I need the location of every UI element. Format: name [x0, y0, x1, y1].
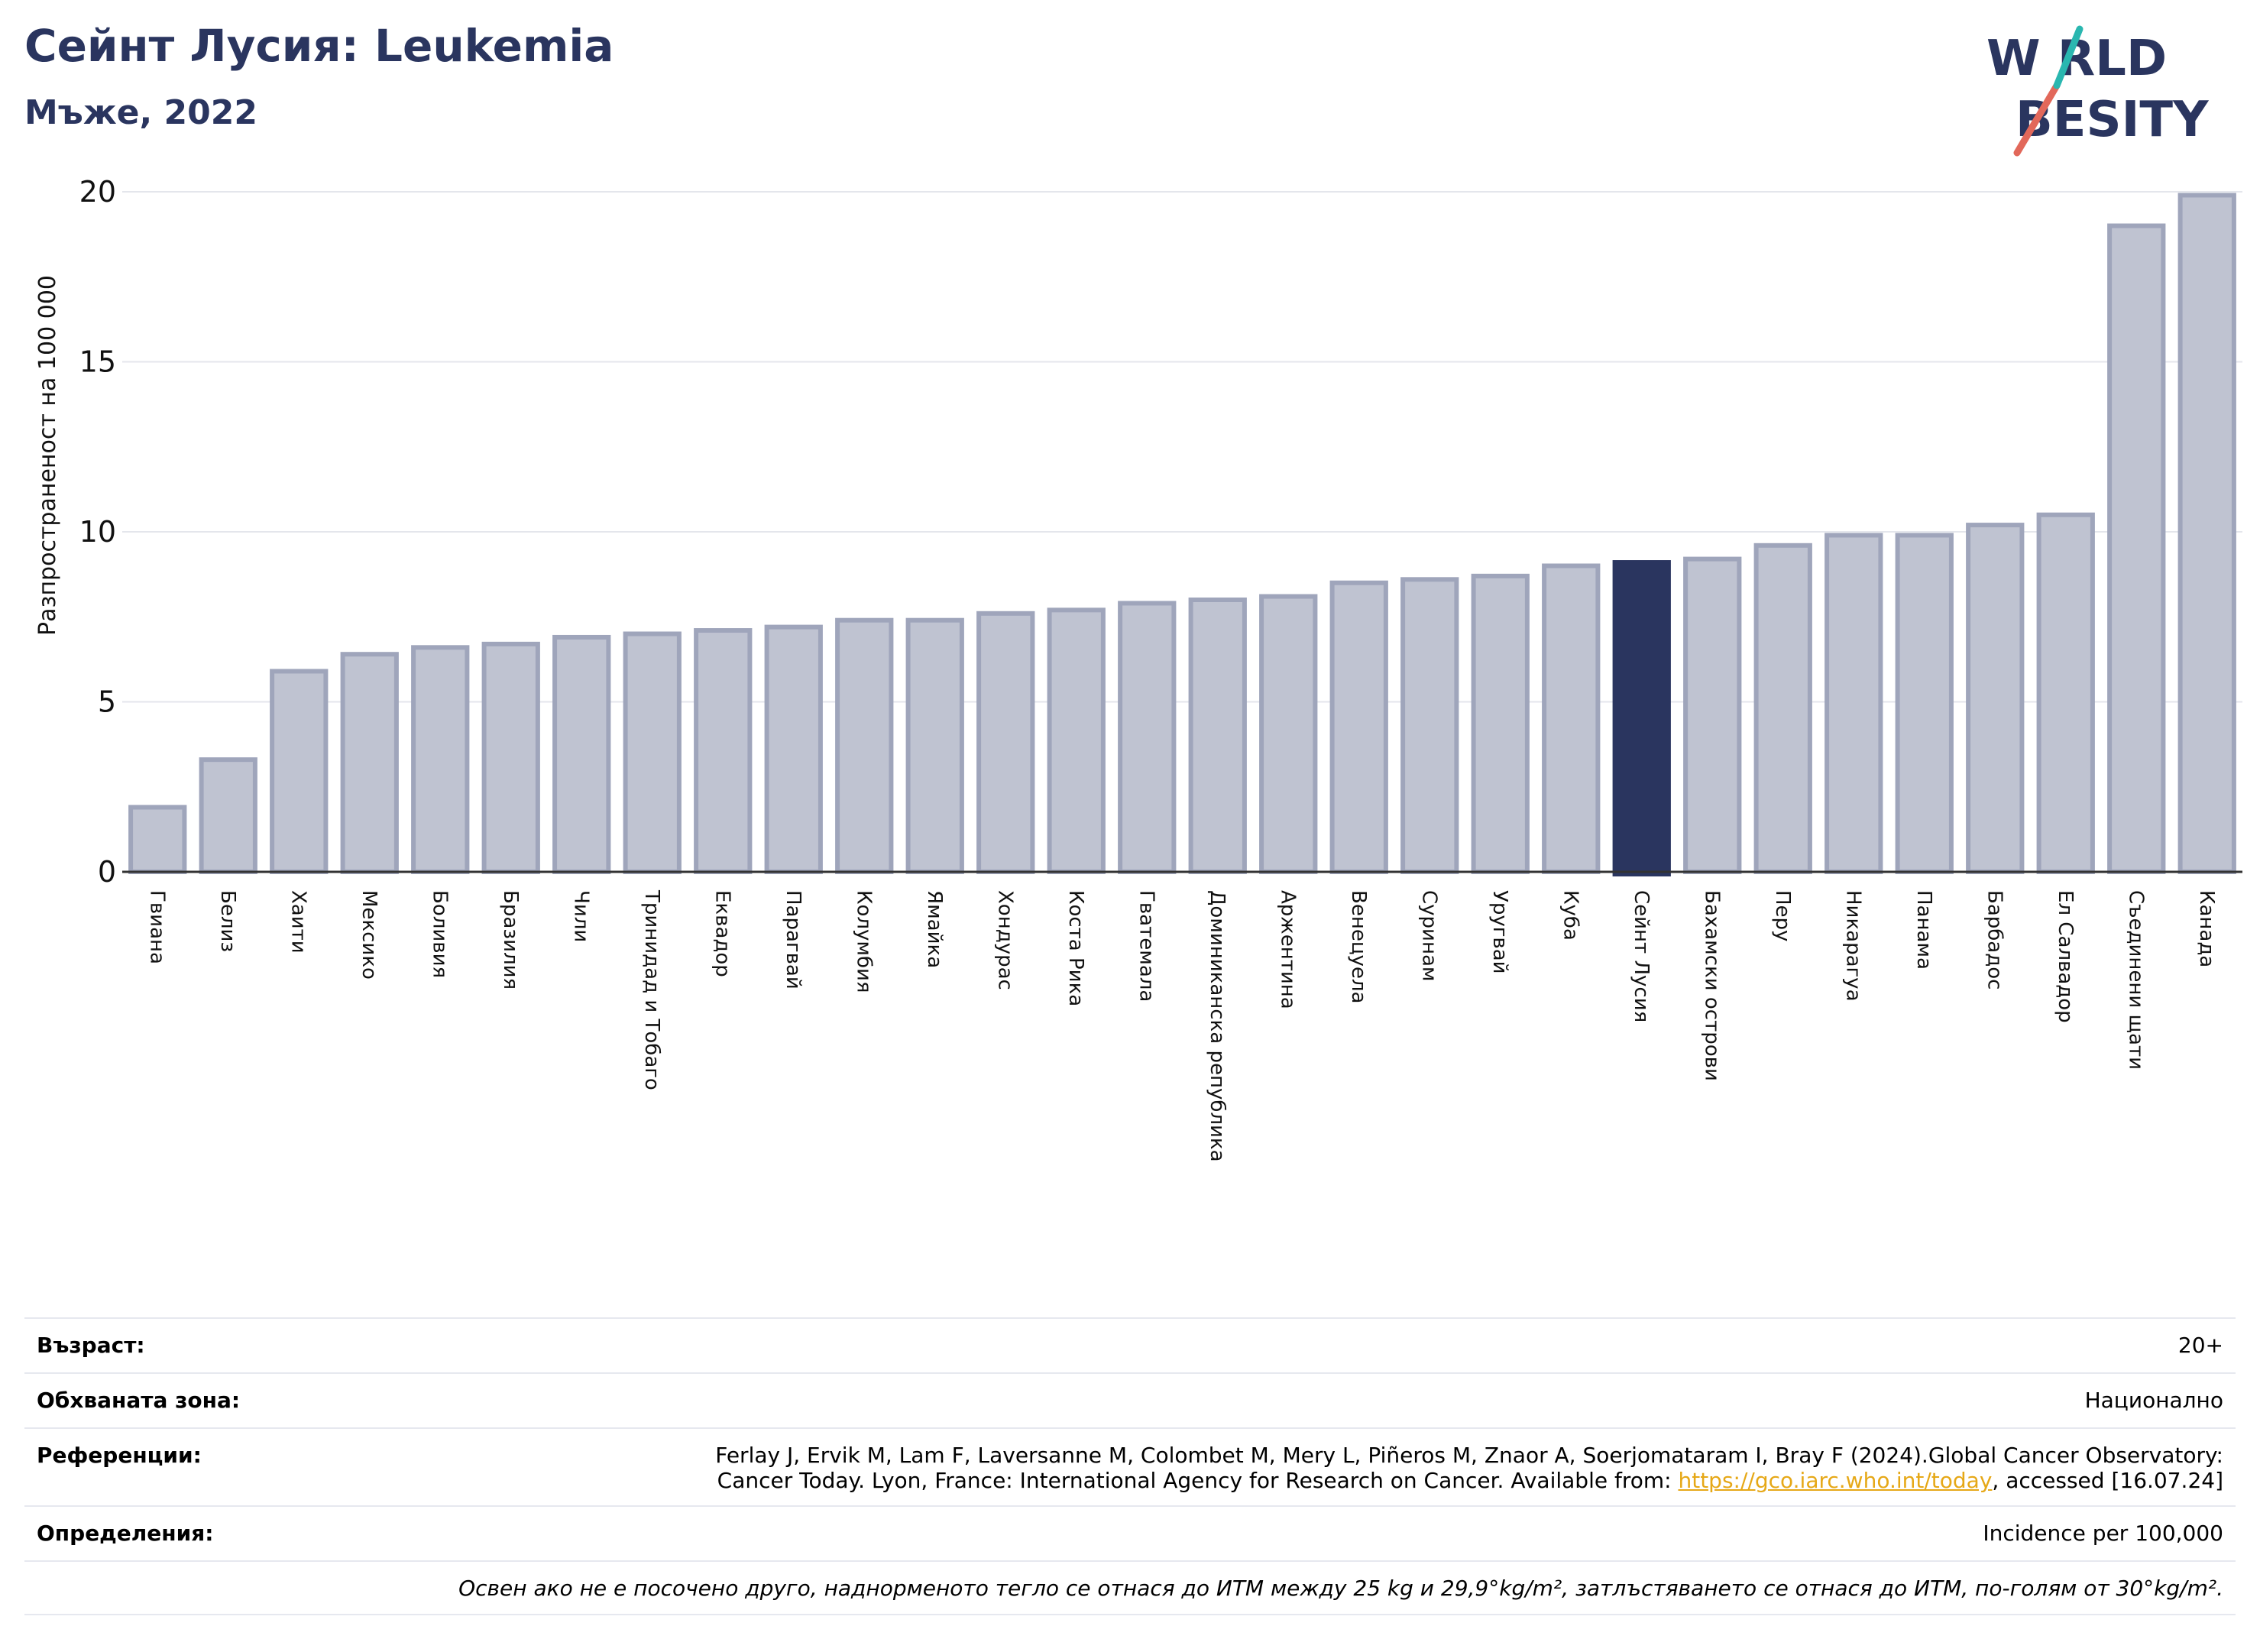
category-label: Аржентина [1276, 890, 1299, 1009]
y-axis-title: Разпространеност на 100 000 [34, 275, 61, 636]
y-tick-label: 15 [79, 345, 116, 379]
category-label: Панама [1912, 890, 1935, 970]
bar [411, 645, 470, 874]
category-label: Белиз [216, 890, 239, 952]
category-label: Доминиканска република [1206, 890, 1229, 1162]
bar [1895, 533, 1954, 874]
definitions-label: Определения: [37, 1521, 214, 1546]
bar [1825, 533, 1883, 874]
bar [2107, 223, 2166, 874]
category-label: Бразилия [499, 890, 522, 990]
bar [1188, 598, 1247, 874]
chart-subtitle: Мъже, 2022 [24, 93, 257, 132]
y-tick-labels: 0 5 10 15 20 [79, 175, 116, 889]
coverage-value: Национално [2084, 1388, 2223, 1413]
category-label: Хаити [287, 890, 309, 954]
info-row-footnote: Освен ако не е посочено друго, наднормен… [24, 1560, 2236, 1615]
y-tick-label: 0 [98, 855, 116, 889]
bar-chart: 0 5 10 15 20 Гвиана Белиз Хаити Мексико Боливия Б… [34, 175, 2242, 1162]
bar [835, 617, 894, 874]
age-label: Възраст: [37, 1333, 145, 1358]
bar [1542, 563, 1601, 874]
bar [1753, 543, 1812, 874]
y-tick-label: 20 [79, 175, 116, 209]
bar [905, 617, 964, 874]
bar [1683, 556, 1742, 874]
bar [694, 628, 753, 874]
bar-highlighted [1612, 560, 1671, 876]
definitions-value: Incidence per 100,000 [1983, 1521, 2223, 1546]
info-row-age: Възраст: 20+ [24, 1317, 2236, 1372]
bar [2036, 512, 2095, 874]
bar [1047, 607, 1106, 874]
bar [552, 634, 611, 874]
category-label: Парагвай [782, 890, 805, 990]
bar [481, 641, 540, 874]
bar [270, 669, 329, 874]
bar [623, 631, 682, 874]
category-label: Уругвай [1488, 890, 1511, 974]
bar [1471, 573, 1530, 874]
category-label: Колумбия [852, 890, 875, 993]
bar [2177, 193, 2236, 874]
category-label: Коста Рика [1064, 890, 1087, 1006]
references-line1: Ferlay J, Ervik M, Lam F, Laversanne M, … [715, 1443, 2223, 1468]
references-value: Ferlay J, Ervik M, Lam F, Laversanne M, … [715, 1443, 2223, 1493]
category-label: Тринидад и Тобаго [640, 889, 663, 1090]
category-label: Бахамски острови [1700, 890, 1723, 1081]
chart-title: Сейнт Лусия: Leukemia [24, 20, 614, 72]
category-label: Суринам [1417, 890, 1440, 982]
footnote: Освен ако не е посочено друго, наднормен… [458, 1576, 2223, 1601]
bar [1118, 601, 1177, 874]
category-label: Сейнт Лусия [1630, 890, 1653, 1022]
category-label: Чили [569, 890, 592, 942]
category-label: Гвиана [145, 890, 168, 964]
y-tick-label: 10 [79, 515, 116, 549]
info-row-definitions: Определения: Incidence per 100,000 [24, 1505, 2236, 1560]
y-tick-label: 5 [98, 685, 116, 719]
world-obesity-logo: W RLD BESITY [1986, 25, 2209, 157]
references-link[interactable]: https://gco.iarc.who.int/today [1678, 1468, 1993, 1493]
category-label: Еквадор [711, 890, 733, 977]
bars [128, 193, 2236, 876]
bar [1259, 594, 1318, 874]
bar [1400, 577, 1459, 874]
category-label: Боливия [428, 890, 451, 978]
bar [199, 757, 257, 875]
category-label: Гватемала [1135, 890, 1158, 1002]
bar [1966, 523, 2025, 874]
references-line2-post: , accessed [16.07.24] [1992, 1468, 2223, 1493]
bar [128, 805, 187, 874]
info-row-references: Референции: Ferlay J, Ervik M, Lam F, La… [24, 1427, 2236, 1505]
category-label: Никарагуа [1841, 890, 1864, 1002]
category-label: Барбадос [1983, 890, 2006, 990]
category-label: Венецуела [1347, 890, 1370, 1003]
category-label: Ямайка [923, 890, 946, 968]
grid-lines [122, 191, 2242, 703]
coverage-label: Обхваната зона: [37, 1388, 241, 1413]
references-label: Референции: [37, 1443, 202, 1468]
bar [764, 624, 823, 874]
bar [1329, 580, 1388, 874]
info-row-coverage: Обхваната зона: Национално [24, 1372, 2236, 1427]
category-label: Съединени щати [2124, 890, 2147, 1070]
bar [976, 611, 1035, 874]
references-line2-pre: Cancer Today. Lyon, France: Internationa… [717, 1468, 1679, 1493]
category-label: Ел Салвадор [2054, 890, 2077, 1023]
age-value: 20+ [2177, 1333, 2223, 1358]
category-labels: Гвиана Белиз Хаити Мексико Боливия Бразилия Чи… [145, 889, 2218, 1162]
category-label: Хондурас [993, 890, 1016, 990]
category-label: Канада [2195, 890, 2218, 967]
info-table: Възраст: 20+ Обхваната зона: Национално … [24, 1317, 2236, 1615]
bar [340, 652, 399, 874]
category-label: Куба [1559, 890, 1582, 941]
category-label: Мексико [358, 890, 380, 980]
category-label: Перу [1771, 890, 1794, 941]
